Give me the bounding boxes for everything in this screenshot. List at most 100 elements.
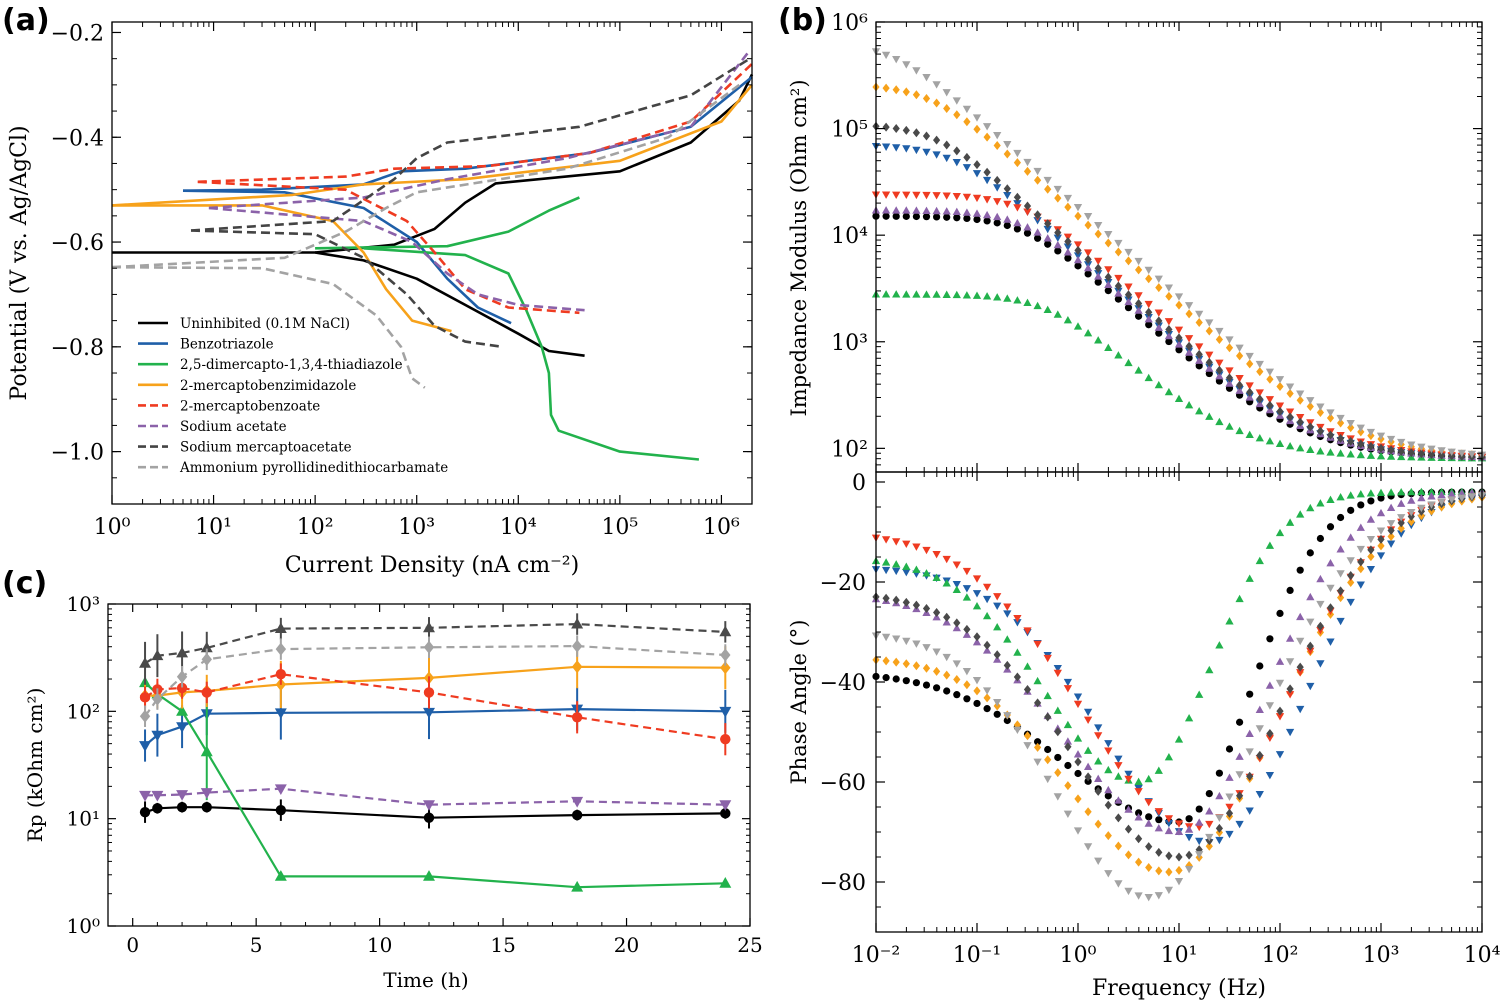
phase-point-0: [1286, 586, 1294, 595]
impedance-point-0: [1114, 295, 1122, 303]
phase-point-5: [1245, 729, 1254, 737]
phase-point-4: [1144, 798, 1153, 807]
phase-point-3: [953, 675, 961, 685]
x-tick-label: 10⁴: [500, 515, 537, 540]
impedance-point-2: [1063, 315, 1073, 324]
phase-point-2: [1255, 556, 1264, 565]
phase-point-3: [1044, 755, 1052, 765]
phase-point-1: [1265, 771, 1275, 780]
rp-point-7: [139, 709, 151, 723]
phase-point-1: [1306, 682, 1315, 691]
phase-point-7: [1144, 893, 1153, 902]
phase-point-6: [1276, 706, 1284, 716]
phase-point-0: [1185, 815, 1193, 823]
phase-point-2: [892, 560, 901, 568]
impedance-point-0: [943, 213, 951, 221]
phase-point-6: [1377, 534, 1385, 544]
y-axis-label-b-top: Impedance Modulus (Ohm cm²): [787, 79, 811, 416]
phase-point-6: [1246, 771, 1254, 781]
impedance-point-7: [1296, 390, 1305, 398]
impedance-point-3: [983, 132, 991, 142]
phase-point-6: [1064, 742, 1072, 752]
impedance-point-2: [1316, 447, 1325, 455]
phase-point-0: [963, 695, 971, 703]
phase-point-3: [1357, 564, 1365, 574]
impedance-point-6: [1397, 446, 1405, 456]
phase-point-7: [1225, 793, 1234, 801]
phase-point-5: [1285, 634, 1295, 642]
phase-point-3: [1407, 517, 1415, 527]
phase-point-4: [1104, 747, 1113, 755]
y-axis-label-c: Rp (kOhm cm²): [23, 688, 47, 843]
phase-point-7: [962, 667, 972, 676]
impedance-point-1: [982, 176, 992, 185]
impedance-point-7: [912, 67, 921, 75]
impedance-point-1: [942, 154, 951, 163]
impedance-point-2: [1215, 417, 1224, 426]
phase-point-2: [1063, 720, 1073, 729]
phase-point-6: [1023, 684, 1032, 694]
impedance-point-2: [1023, 298, 1032, 306]
phase-point-3: [1034, 742, 1042, 752]
x-tick-label: 20: [614, 933, 639, 957]
rp-point-6: [151, 649, 164, 661]
phase-point-5: [1346, 533, 1355, 541]
phase-point-1: [1397, 530, 1406, 538]
phase-point-7: [1215, 814, 1224, 822]
phase-point-2: [1316, 499, 1325, 507]
rp-point-6: [176, 646, 189, 658]
phase-point-0: [1155, 816, 1163, 824]
impedance-point-0: [1104, 287, 1112, 295]
impedance-point-2: [922, 290, 931, 298]
impedance-point-3: [1286, 389, 1294, 399]
phase-point-0: [1337, 513, 1345, 522]
rp-time-chart: 0 5 10 15 20 25 10⁰ 10¹ 10² 10³ Time (h) Rp (kOhm…: [23, 592, 763, 992]
phase-point-6: [1256, 750, 1264, 760]
impedance-point-3: [953, 110, 961, 120]
phase-point-6: [1094, 786, 1102, 796]
impedance-point-2: [962, 291, 972, 299]
impedance-point-4: [1265, 396, 1275, 404]
phase-point-7: [1285, 658, 1295, 666]
y-tick-label: −0.6: [51, 231, 104, 256]
phase-point-2: [1215, 641, 1224, 649]
impedance-point-2: [1356, 450, 1365, 459]
impedance-point-2: [952, 290, 961, 299]
impedance-point-2: [932, 290, 941, 298]
phase-point-3: [1397, 523, 1405, 533]
phase-point-7: [1033, 758, 1042, 767]
phase-point-2: [1245, 574, 1254, 582]
rp-point-5: [139, 790, 152, 802]
impedance-point-7: [1195, 310, 1204, 319]
x-tick-label: 10³: [1363, 943, 1400, 968]
phase-point-0: [902, 677, 910, 685]
x-tick-label: 10²: [1262, 943, 1299, 968]
phase-point-2: [993, 622, 1002, 631]
impedance-point-0: [933, 213, 941, 221]
phase-point-2: [912, 565, 921, 573]
impedance-point-7: [1417, 443, 1426, 452]
phase-point-2: [1114, 772, 1123, 780]
phase-point-2: [1427, 487, 1436, 496]
impedance-point-4: [881, 191, 891, 199]
impedance-point-7: [952, 97, 961, 105]
rp-line-6: [144, 622, 726, 665]
impedance-point-6: [1054, 228, 1062, 238]
impedance-point-6: [1175, 333, 1183, 343]
impedance-point-7: [1235, 344, 1244, 353]
phase-point-4: [1265, 734, 1275, 743]
phase-point-7: [1195, 851, 1204, 859]
phase-point-7: [1447, 496, 1456, 504]
phase-point-2: [1336, 493, 1345, 501]
phase-point-1: [1195, 837, 1204, 846]
phase-point-6: [1326, 603, 1335, 613]
phase-point-5: [1073, 750, 1083, 758]
impedance-point-1: [912, 146, 921, 155]
phase-point-2: [1083, 746, 1093, 754]
series-line-3-cathodic: [112, 204, 452, 333]
impedance-point-3: [1215, 334, 1223, 344]
phase-point-6: [1236, 791, 1244, 801]
phase-point-3: [1175, 865, 1183, 875]
impedance-point-5: [1235, 386, 1244, 394]
phase-point-5: [1376, 508, 1386, 517]
